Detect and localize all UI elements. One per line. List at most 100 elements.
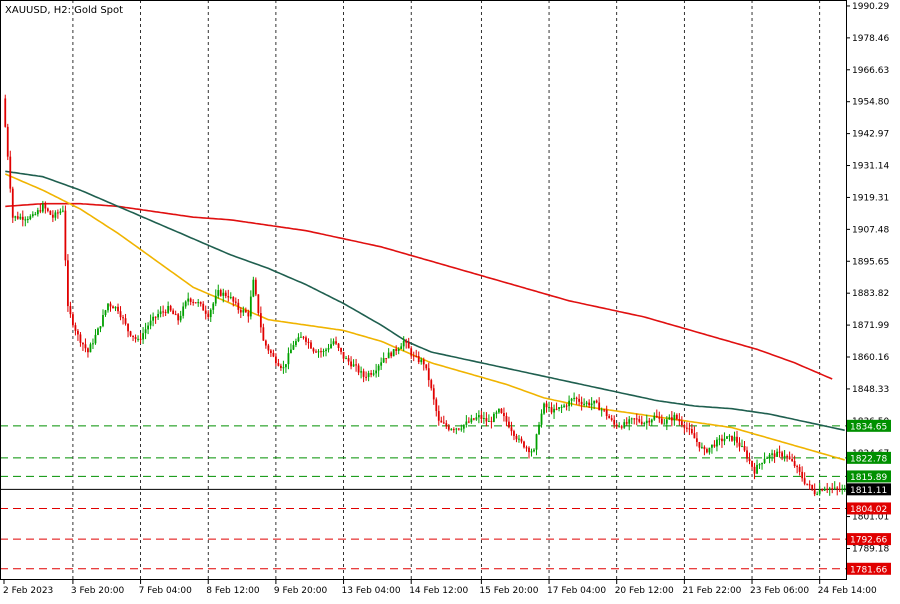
candle-body bbox=[192, 301, 195, 303]
moving-averages bbox=[4, 170, 845, 461]
candle-body bbox=[362, 371, 365, 377]
candle-body bbox=[673, 414, 676, 421]
candle-body bbox=[695, 438, 698, 442]
candle-body bbox=[482, 417, 485, 420]
candle-body bbox=[485, 417, 488, 422]
candle-body bbox=[352, 364, 355, 367]
candle-body bbox=[555, 408, 558, 410]
candle-body bbox=[525, 447, 528, 449]
candle-body bbox=[167, 305, 170, 313]
candle-body bbox=[683, 424, 686, 428]
candle-body bbox=[435, 399, 438, 412]
candle-body bbox=[467, 421, 470, 423]
candle-body bbox=[415, 355, 418, 357]
candle-body bbox=[212, 303, 215, 310]
candle-body bbox=[422, 359, 425, 365]
y-tick-label: 1931.14 bbox=[852, 162, 889, 172]
candle-body bbox=[573, 397, 576, 399]
price-level-label: 1834.65 bbox=[850, 422, 887, 432]
candle-body bbox=[543, 403, 545, 414]
candle-body bbox=[533, 449, 535, 452]
candle-body bbox=[753, 466, 756, 474]
y-tick-label: 1966.63 bbox=[852, 66, 889, 76]
candle-body bbox=[685, 427, 688, 429]
candle-body bbox=[508, 421, 510, 428]
candle-body bbox=[184, 301, 187, 307]
candle-body bbox=[377, 365, 380, 371]
candles bbox=[4, 94, 846, 497]
candle-body bbox=[229, 297, 232, 299]
candle-body bbox=[801, 471, 804, 479]
y-tick-label: 1954.80 bbox=[852, 98, 889, 108]
candle-body bbox=[680, 421, 683, 425]
candle-body bbox=[593, 400, 596, 404]
candle-body bbox=[445, 423, 448, 427]
candle-body bbox=[432, 388, 435, 400]
candle-body bbox=[312, 348, 315, 352]
candle-body bbox=[503, 412, 505, 417]
candle-body bbox=[302, 336, 305, 338]
candle-body bbox=[498, 408, 500, 413]
candle-body bbox=[36, 210, 39, 215]
candle-body bbox=[447, 426, 450, 430]
candle-body bbox=[67, 260, 69, 307]
candle-body bbox=[97, 328, 99, 335]
candle-body bbox=[520, 438, 523, 442]
candle-body bbox=[620, 426, 623, 428]
candle-body bbox=[249, 296, 252, 317]
candle-body bbox=[407, 342, 410, 349]
candle-body bbox=[84, 344, 87, 349]
candle-body bbox=[761, 462, 763, 465]
candle-body bbox=[763, 458, 766, 463]
candle-body bbox=[721, 438, 723, 442]
candle-body bbox=[600, 409, 603, 411]
price-level-label: 1822.78 bbox=[850, 454, 887, 464]
candle-body bbox=[154, 316, 157, 318]
candle-body bbox=[380, 362, 383, 366]
candle-body bbox=[711, 444, 713, 448]
y-tick-label: 1919.31 bbox=[852, 193, 889, 203]
candle-body bbox=[490, 420, 493, 422]
candle-body bbox=[182, 306, 185, 316]
candle-body bbox=[410, 348, 413, 356]
candle-body bbox=[843, 488, 846, 490]
candle-body bbox=[836, 487, 839, 489]
candle-body bbox=[668, 417, 671, 420]
candle-body bbox=[633, 418, 636, 420]
candle-body bbox=[92, 343, 94, 345]
candle-body bbox=[833, 487, 836, 489]
candle-body bbox=[798, 466, 801, 472]
candle-body bbox=[455, 428, 458, 430]
candle-body bbox=[535, 434, 538, 450]
price-level-tag bbox=[847, 483, 891, 496]
y-tick-label: 1942.97 bbox=[852, 130, 889, 140]
candle-body bbox=[693, 433, 696, 439]
candle-body bbox=[129, 331, 132, 336]
candle-body bbox=[442, 422, 445, 424]
candle-body bbox=[24, 219, 27, 221]
candle-body bbox=[109, 303, 112, 307]
x-tick-label: 21 Feb 22:00 bbox=[682, 586, 741, 596]
candle-body bbox=[736, 436, 738, 443]
price-level-tag bbox=[847, 470, 891, 483]
candle-body bbox=[400, 346, 403, 349]
candle-body bbox=[788, 456, 791, 459]
candle-body bbox=[332, 341, 335, 345]
candle-body bbox=[500, 408, 503, 413]
candle-body bbox=[590, 403, 593, 406]
candle-body bbox=[142, 333, 144, 340]
candle-body bbox=[728, 435, 731, 437]
candle-body bbox=[189, 298, 192, 302]
candle-body bbox=[147, 325, 149, 330]
candle-body bbox=[405, 340, 408, 343]
candle-body bbox=[427, 368, 430, 381]
candle-body bbox=[766, 457, 768, 459]
candle-body bbox=[523, 441, 525, 448]
x-tick-label: 14 Feb 12:00 bbox=[409, 586, 468, 596]
candle-body bbox=[678, 419, 681, 422]
candle-body bbox=[94, 334, 97, 344]
candle-body bbox=[515, 435, 518, 440]
candle-body bbox=[392, 349, 395, 357]
candle-body bbox=[29, 216, 32, 220]
candle-body bbox=[530, 451, 533, 453]
